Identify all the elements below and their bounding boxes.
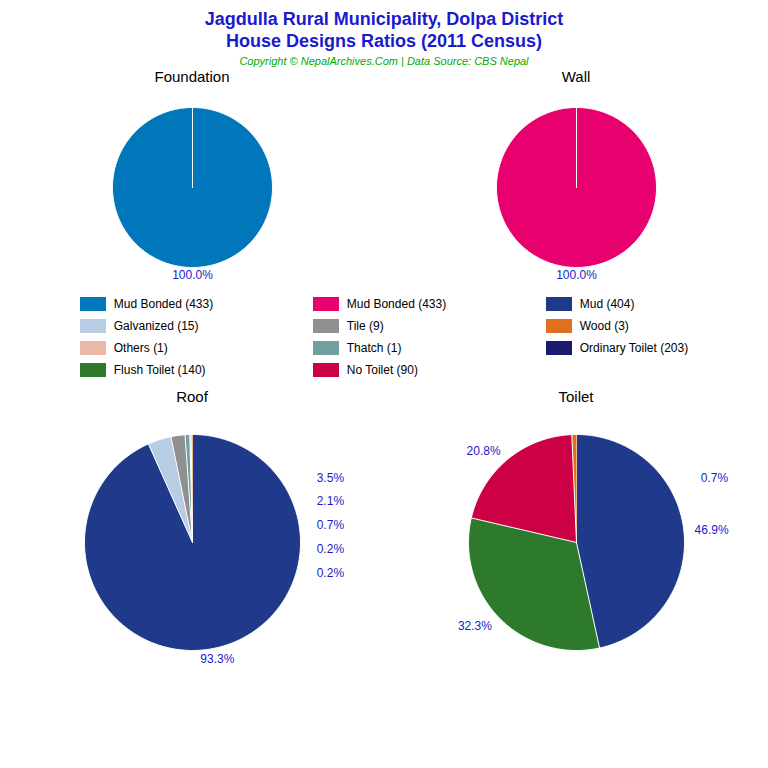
html-text:No Toilet (90): No Toilet (90) xyxy=(346,363,418,377)
html-text:House Designs Ratios (2011 Cen: House Designs Ratios (2011 Census) xyxy=(225,31,542,51)
html-text:Toilet: Toilet xyxy=(558,388,594,405)
svg-text:100.0%: 100.0% xyxy=(172,268,213,282)
svg-text:0.7%: 0.7% xyxy=(701,471,729,485)
svg-text:100.0%: 100.0% xyxy=(556,268,597,282)
svg-text:3.5%: 3.5% xyxy=(317,471,345,485)
html-text:Flush Toilet (140): Flush Toilet (140) xyxy=(113,363,206,377)
html-text:Jagdulla Rural Municipality, D: Jagdulla Rural Municipality, Dolpa Distr… xyxy=(204,9,564,29)
html-text:Tile (9): Tile (9) xyxy=(346,319,384,333)
html-text:Wall: Wall xyxy=(561,68,591,85)
html-text:Wood (3): Wood (3) xyxy=(579,319,629,333)
html-text:Ordinary Toilet (203): Ordinary Toilet (203) xyxy=(579,341,689,355)
svg-text:32.3%: 32.3% xyxy=(458,619,492,633)
svg-text:93.3%: 93.3% xyxy=(200,652,234,666)
html-text:Roof: Roof xyxy=(176,388,208,405)
html-text:Foundation: Foundation xyxy=(154,68,230,85)
html-text:Others (1): Others (1) xyxy=(113,341,168,355)
html-text:Mud Bonded (433): Mud Bonded (433) xyxy=(346,297,447,311)
html-text:Mud (404): Mud (404) xyxy=(579,297,635,311)
svg-text:0.2%: 0.2% xyxy=(317,566,345,580)
html-text:Mud Bonded (433): Mud Bonded (433) xyxy=(113,297,214,311)
html-text:Thatch (1): Thatch (1) xyxy=(346,341,402,355)
svg-text:0.2%: 0.2% xyxy=(317,542,345,556)
html-text:Galvanized (15): Galvanized (15) xyxy=(113,319,199,333)
html-text:Copyright © NepalArchives.Com: Copyright © NepalArchives.Com | Data Sou… xyxy=(239,55,529,67)
svg-text:0.7%: 0.7% xyxy=(317,518,345,532)
svg-text:20.8%: 20.8% xyxy=(467,444,501,458)
svg-text:2.1%: 2.1% xyxy=(317,494,345,508)
svg-text:46.9%: 46.9% xyxy=(695,523,729,537)
